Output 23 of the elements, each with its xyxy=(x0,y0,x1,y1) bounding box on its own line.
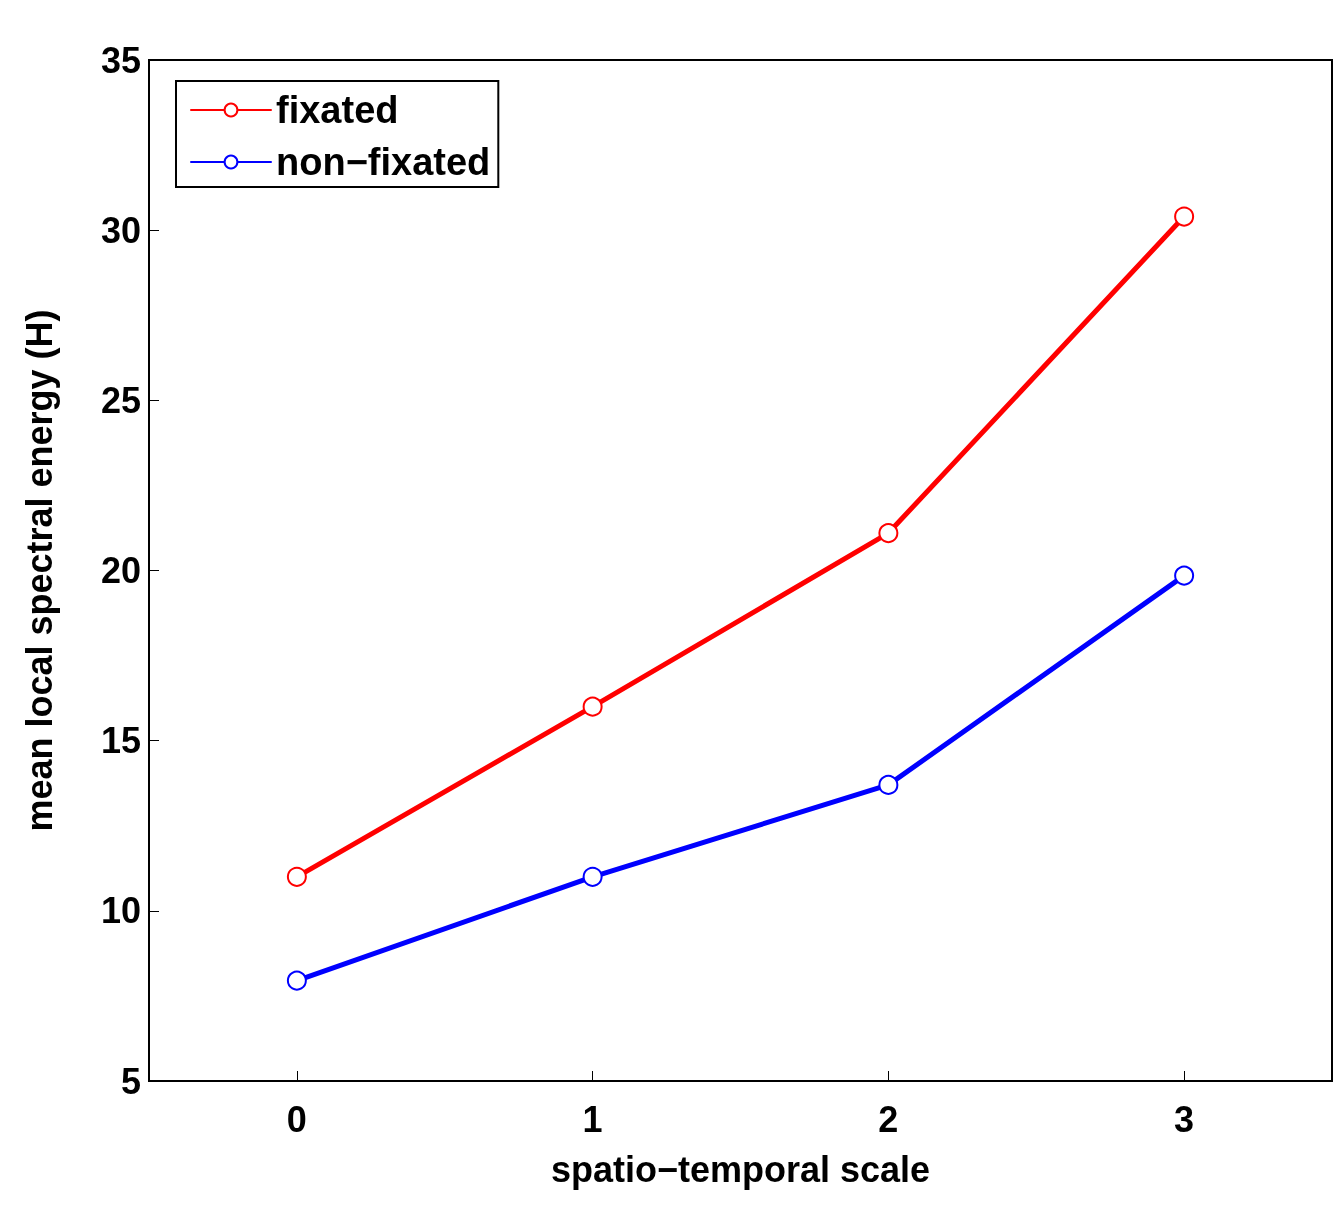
point xyxy=(878,774,899,795)
y-tick-label: 10 xyxy=(100,890,141,932)
point xyxy=(1174,206,1195,227)
y-tick-label: 35 xyxy=(100,39,141,81)
x-axis-title: spatio−temporal scale xyxy=(550,1148,931,1190)
y-tick-label: 15 xyxy=(100,720,141,762)
y-tick-label: 30 xyxy=(100,209,141,251)
point xyxy=(286,866,307,887)
point xyxy=(878,523,899,544)
y-tick-label: 5 xyxy=(120,1060,141,1102)
legend-label: non−fixated xyxy=(276,141,491,183)
point xyxy=(286,970,307,991)
point xyxy=(582,866,603,887)
y-axis-title: mean local spectral energy (H) xyxy=(18,309,60,832)
x-tick-label: 0 xyxy=(286,1098,307,1140)
x-tick-label: 1 xyxy=(582,1098,603,1140)
y-tick-label: 20 xyxy=(100,550,141,591)
y-tick-label: 25 xyxy=(100,379,141,421)
point xyxy=(582,696,603,717)
legend-label: fixated xyxy=(276,89,399,131)
point xyxy=(1174,565,1195,586)
x-tick-label: 2 xyxy=(878,1098,899,1140)
x-tick-label: 3 xyxy=(1174,1098,1195,1140)
